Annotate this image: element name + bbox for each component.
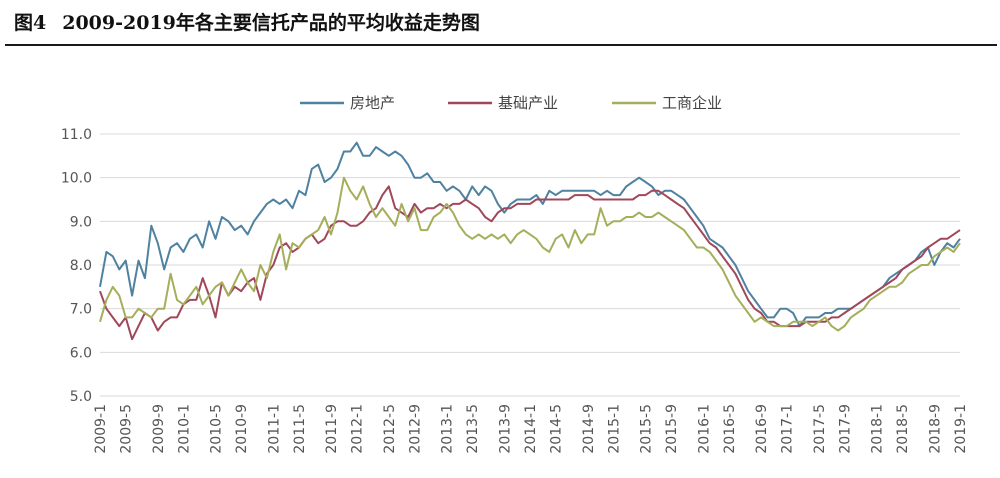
figure-caption: 2009-2019年各主要信托产品的平均收益走势图 (62, 12, 480, 34)
x-tick-label: 2018-5 (895, 404, 911, 454)
y-tick-label: 10.0 (61, 171, 92, 187)
legend-label: 基础产业 (498, 94, 558, 112)
x-tick-label: 2010-5 (209, 404, 225, 454)
x-tick-label: 2016-9 (754, 404, 770, 454)
series-line-工商企业 (99, 176, 961, 332)
x-axis: 2009-1 2009-5 2009-9 2010-1 2010-5 2010-9 2011… (93, 404, 969, 454)
y-tick-label: 6.0 (70, 345, 92, 361)
x-tick-label: 2012-9 (407, 404, 423, 454)
figure-number: 图4 (14, 12, 47, 34)
x-tick-label: 2009-1 (93, 404, 109, 454)
figure-title: 图4 2009-2019年各主要信托产品的平均收益走势图 (8, 8, 480, 35)
x-tick-label: 2013-9 (497, 404, 513, 454)
x-tick-label: 2013-1 (440, 404, 456, 454)
x-tick-label: 2016-5 (722, 404, 738, 454)
x-tick-label: 2017-9 (837, 404, 853, 454)
y-tick-label: 11.0 (61, 127, 92, 143)
y-tick-label: 8.0 (70, 258, 92, 274)
legend-label: 房地产 (350, 94, 395, 112)
x-tick-label: 2011-1 (266, 404, 282, 454)
x-tick-label: 2012-1 (350, 404, 366, 454)
x-tick-label: 2009-9 (151, 404, 167, 454)
legend-label: 工商企业 (662, 94, 722, 112)
series-lines (99, 141, 961, 341)
x-tick-label: 2016-1 (696, 404, 712, 454)
series-line-房地产 (99, 141, 961, 328)
x-tick-label: 2015-5 (639, 404, 655, 454)
x-tick-label: 2014-1 (523, 404, 539, 454)
x-tick-label: 2015-1 (606, 404, 622, 454)
y-tick-label: 9.0 (70, 214, 92, 230)
x-tick-label: 2017-5 (812, 404, 828, 454)
y-axis: 5.0 6.0 7.0 8.0 9.0 10.0 11.0 (61, 127, 92, 405)
x-tick-label: 2009-5 (119, 404, 135, 454)
gridlines (100, 133, 960, 397)
x-tick-label: 2012-5 (382, 404, 398, 454)
x-tick-label: 2011-5 (292, 404, 308, 454)
x-tick-label: 2019-1 (953, 404, 969, 454)
x-tick-label: 2018-1 (870, 404, 886, 454)
x-tick-label: 2014-5 (549, 404, 565, 454)
x-tick-label: 2011-9 (324, 404, 340, 454)
x-tick-label: 2014-9 (581, 404, 597, 454)
x-tick-label: 2015-9 (664, 404, 680, 454)
y-tick-label: 7.0 (70, 302, 92, 318)
x-tick-label: 2013-5 (465, 404, 481, 454)
series-line-基础产业 (99, 185, 961, 341)
y-tick-label: 5.0 (70, 389, 92, 405)
x-tick-label: 2010-9 (234, 404, 250, 454)
title-rule (5, 44, 997, 46)
x-tick-label: 2017-1 (780, 404, 796, 454)
x-tick-label: 2010-1 (176, 404, 192, 454)
legend: 房地产 基础产业 工商企业 (300, 94, 722, 112)
x-tick-label: 2018-9 (927, 404, 943, 454)
